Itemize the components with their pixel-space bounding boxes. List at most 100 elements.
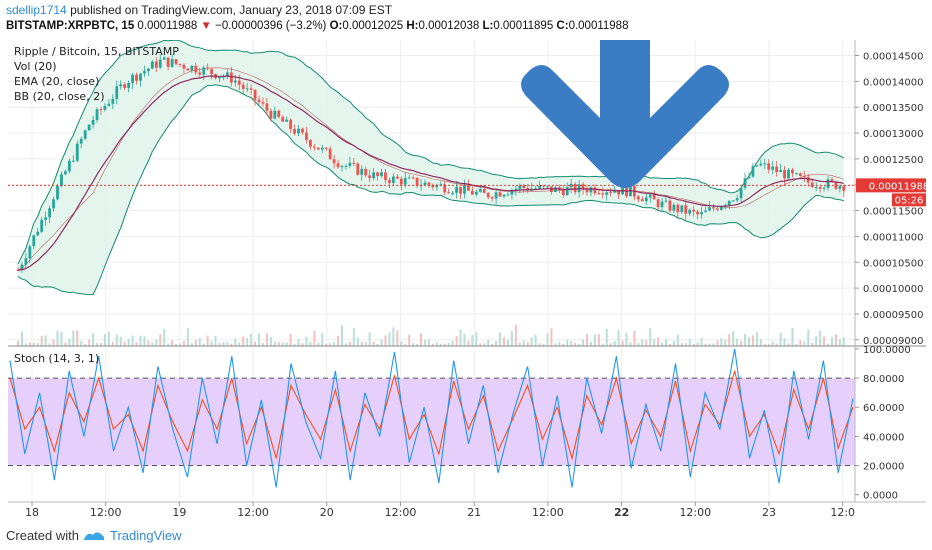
- stoch-y-tick-label: 80.0000: [863, 374, 904, 385]
- volume-bar: [186, 328, 189, 346]
- close-label: C:: [556, 20, 569, 32]
- candle-body: [67, 160, 71, 172]
- candle-body: [660, 201, 664, 208]
- volume-bar: [423, 340, 426, 346]
- volume-bar: [313, 330, 316, 346]
- volume-bar: [510, 330, 513, 346]
- legend-ema: EMA (20, close): [14, 75, 99, 88]
- volume-bar: [273, 341, 276, 346]
- candle-body: [56, 185, 59, 200]
- candle-body: [636, 196, 640, 200]
- candle-body: [684, 205, 688, 214]
- candle-body: [779, 169, 782, 173]
- volume-bar: [728, 334, 731, 346]
- candle-body: [470, 190, 474, 195]
- candle-body: [802, 176, 806, 178]
- candle-body: [265, 103, 269, 111]
- stoch-legend: Stoch (14, 3, 1): [14, 352, 99, 365]
- candle-body: [257, 99, 261, 103]
- volume-bar: [779, 332, 782, 346]
- candle-body: [20, 264, 24, 271]
- volume-bar: [155, 339, 158, 346]
- candle-body: [589, 187, 593, 193]
- candle-body: [644, 197, 648, 202]
- volume-bar: [88, 339, 91, 346]
- candle-body: [842, 186, 846, 191]
- volume-bar: [459, 329, 462, 346]
- volume-bar: [364, 341, 367, 346]
- volume-bar: [250, 333, 253, 346]
- volume-bar: [819, 330, 822, 346]
- candle-body: [352, 162, 356, 164]
- volume-bar: [479, 343, 482, 346]
- tradingview-link[interactable]: TradingView: [110, 528, 182, 543]
- candle-body: [455, 187, 458, 193]
- volume-bar: [791, 327, 794, 346]
- candle-body: [672, 204, 676, 211]
- tradingview-logo-icon[interactable]: [82, 528, 106, 542]
- candle-body: [146, 68, 150, 72]
- down-arrow-annotation-icon[interactable]: [521, 40, 729, 188]
- volume-bar: [672, 340, 675, 346]
- candle-body: [719, 206, 723, 210]
- volume-bar: [344, 343, 347, 346]
- low-value: 0.00011895: [493, 20, 554, 32]
- y-tick-label: 0.00013000: [863, 129, 923, 140]
- candle-body: [806, 176, 810, 183]
- candle-body: [510, 190, 514, 195]
- volume-bar: [597, 334, 600, 346]
- candle-body: [44, 217, 48, 220]
- stoch-y-tick-label: 20.0000: [863, 462, 904, 473]
- volume-bar: [653, 339, 656, 346]
- x-tick-label: 12:00: [679, 506, 711, 519]
- candle-body: [739, 187, 743, 199]
- candle-body: [380, 172, 383, 177]
- candle-body: [336, 163, 340, 168]
- candle-body: [162, 57, 166, 60]
- candle-body: [143, 71, 146, 74]
- volume-bar: [404, 343, 407, 346]
- volume-bar: [475, 331, 478, 346]
- trading-chart[interactable]: Ripple / Bitcoin, 15, BITSTAMP Vol (20) …: [8, 39, 929, 520]
- candle-body: [407, 177, 411, 179]
- volume-bar: [412, 342, 415, 346]
- candle-body: [368, 175, 372, 179]
- candle-body: [715, 208, 719, 210]
- close-value: 0.00011988: [568, 20, 629, 32]
- candle-body: [245, 88, 249, 90]
- y-tick-label: 0.00014500: [863, 52, 923, 63]
- stoch-y-tick-label: 0.0000: [863, 491, 898, 502]
- volume-bar: [712, 343, 715, 346]
- volume-bar: [830, 337, 833, 346]
- volume-bar: [238, 342, 241, 346]
- candle-body: [75, 143, 79, 161]
- candle-body: [648, 194, 652, 198]
- volume-bar: [736, 338, 739, 346]
- y-tick-label: 0.00011500: [863, 207, 923, 218]
- candle-body: [226, 72, 229, 77]
- volume-bar: [566, 339, 569, 346]
- candle-body: [356, 163, 360, 175]
- volume-bar: [246, 338, 249, 346]
- author-link[interactable]: sdellip1714: [6, 3, 67, 17]
- candle-body: [154, 61, 158, 68]
- volume-bar: [214, 335, 217, 346]
- candle-body: [131, 74, 134, 83]
- candle-body: [332, 159, 336, 164]
- candle-body: [795, 173, 798, 175]
- candle-body: [119, 84, 123, 87]
- candle-body: [52, 199, 55, 209]
- volume-bar: [265, 333, 268, 346]
- volume-bar: [720, 338, 723, 346]
- volume-bar: [708, 343, 711, 346]
- candle-body: [546, 186, 549, 188]
- volume-bar: [803, 341, 806, 346]
- candle-body: [613, 191, 617, 193]
- volume-bar: [834, 334, 837, 346]
- y-tick-label: 0.00010500: [863, 258, 923, 269]
- y-tick-label: 0.00013500: [863, 103, 923, 114]
- volume-bar: [740, 340, 743, 346]
- candle-body: [743, 178, 747, 188]
- candle-body: [123, 84, 127, 88]
- candle-body: [218, 76, 221, 79]
